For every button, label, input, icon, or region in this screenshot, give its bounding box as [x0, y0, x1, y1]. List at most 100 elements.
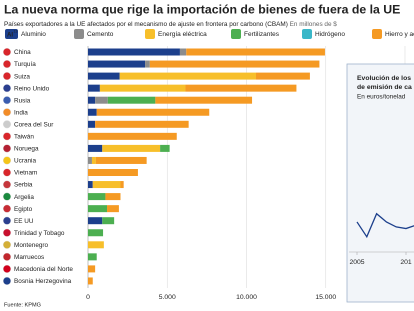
bar-segment [107, 205, 119, 213]
bar-segment [88, 84, 100, 92]
legend-label: Hidrógeno [315, 31, 345, 38]
bar-segment [107, 96, 156, 104]
flag [3, 108, 11, 117]
flag [3, 72, 11, 81]
y-tick-label: Argelia [14, 194, 34, 201]
inset-title: de emisión de ca [357, 84, 412, 91]
flag [3, 180, 11, 189]
bar-segment [88, 156, 92, 164]
bar-segment [88, 96, 96, 104]
y-tick-label: Trinidad y Tobago [14, 230, 65, 237]
y-tick-label: Turquía [14, 61, 36, 68]
flag [3, 228, 11, 237]
bar-segment [179, 48, 187, 56]
y-tick-label: Ucrania [14, 158, 36, 165]
bar-segment [96, 108, 210, 116]
legend-swatch [302, 29, 312, 39]
bar-segment [88, 229, 104, 237]
flag [3, 204, 11, 213]
bar-segment [88, 253, 97, 261]
flag [3, 264, 11, 273]
legend-swatch [74, 29, 84, 39]
flag [3, 132, 11, 141]
bar-segment [185, 84, 297, 92]
flag [3, 84, 11, 93]
flag [3, 168, 11, 177]
y-tick-label: Taiwán [14, 134, 34, 141]
legend-icon-symbol: Al [7, 33, 13, 39]
y-tick-label: Marruecos [14, 254, 44, 261]
chart-title: La nueva norma que rige la importación d… [4, 2, 400, 16]
y-tick-label: EE UU [14, 218, 34, 225]
bar-segment [99, 84, 186, 92]
bar-segment [91, 156, 96, 164]
flag [3, 96, 11, 105]
y-tick-label: Noruega [14, 146, 39, 153]
y-tick-label: China [14, 49, 31, 56]
flag [3, 48, 11, 57]
inset-panel [346, 63, 414, 303]
x-tick-label: 15.000 [315, 294, 336, 301]
bar-segment [186, 48, 325, 56]
legend-label: Aluminio [21, 31, 46, 38]
flag [3, 276, 11, 285]
bar-segment [88, 144, 103, 152]
bar-segment [149, 60, 320, 68]
flag [3, 216, 11, 225]
bar-segment [102, 217, 115, 225]
chart-subtitle: Países exportadores a la UE afectados po… [4, 21, 337, 28]
line [356, 212, 414, 239]
bar-segment [95, 120, 189, 128]
bar-segment [155, 96, 253, 104]
legend-swatch [5, 29, 18, 39]
y-tick-label: Suiza [14, 73, 30, 80]
bar-segment [95, 156, 147, 164]
bar-segment [88, 108, 97, 116]
bar-segment [160, 144, 170, 152]
legend-swatch [372, 29, 382, 39]
x-tick-label: 2005 [349, 259, 364, 266]
x-tick-label: 201 [400, 259, 412, 266]
legend-label: Energía eléctrica [158, 31, 207, 38]
y-tick-label: Egipto [14, 206, 33, 213]
inset-title: Evolución de los [357, 75, 411, 82]
bar-segment [88, 48, 180, 56]
bar-segment [88, 193, 106, 201]
legend-icon-number: 13 [14, 29, 18, 33]
flag [3, 120, 11, 129]
bar-segment [88, 60, 146, 68]
bar-segment [88, 241, 104, 249]
legend-label: Fertilizantes [244, 31, 280, 38]
y-tick-label: India [14, 109, 28, 116]
x-tick-label: 0 [86, 294, 90, 301]
x-tick-label: 5.000 [159, 294, 176, 301]
flag [3, 192, 11, 201]
bar-segment [88, 181, 93, 189]
bar-segment [88, 277, 93, 285]
bar-segment [119, 72, 257, 80]
y-tick-label: Vietnam [14, 170, 37, 177]
bar-segment [88, 169, 138, 176]
y-tick-label: Serbia [14, 182, 33, 189]
flag [3, 240, 11, 249]
bar-segment [120, 181, 124, 189]
y-tick-label: Bosnia Herzegovina [14, 278, 72, 285]
subtitle: Países exportadores a la UE afectados po… [4, 21, 288, 28]
bar-segment [88, 205, 108, 213]
bar-segment [88, 132, 177, 140]
bar-segment [92, 181, 121, 189]
bar-segment [88, 217, 103, 225]
bar-segment [88, 72, 120, 80]
x-tick-label: 10.000 [236, 294, 257, 301]
y-tick-label: Reino Unido [14, 85, 50, 92]
bar-segment [88, 265, 96, 273]
y-tick-label: Macedonia del Norte [14, 266, 73, 273]
flag [3, 156, 11, 165]
y-tick-label: Montenegro [14, 242, 49, 249]
legend-swatch [231, 29, 241, 39]
bar-segment [102, 144, 161, 152]
y-tick-label: Rusia [14, 97, 31, 104]
flag [3, 60, 11, 69]
bar-segment [95, 96, 108, 104]
